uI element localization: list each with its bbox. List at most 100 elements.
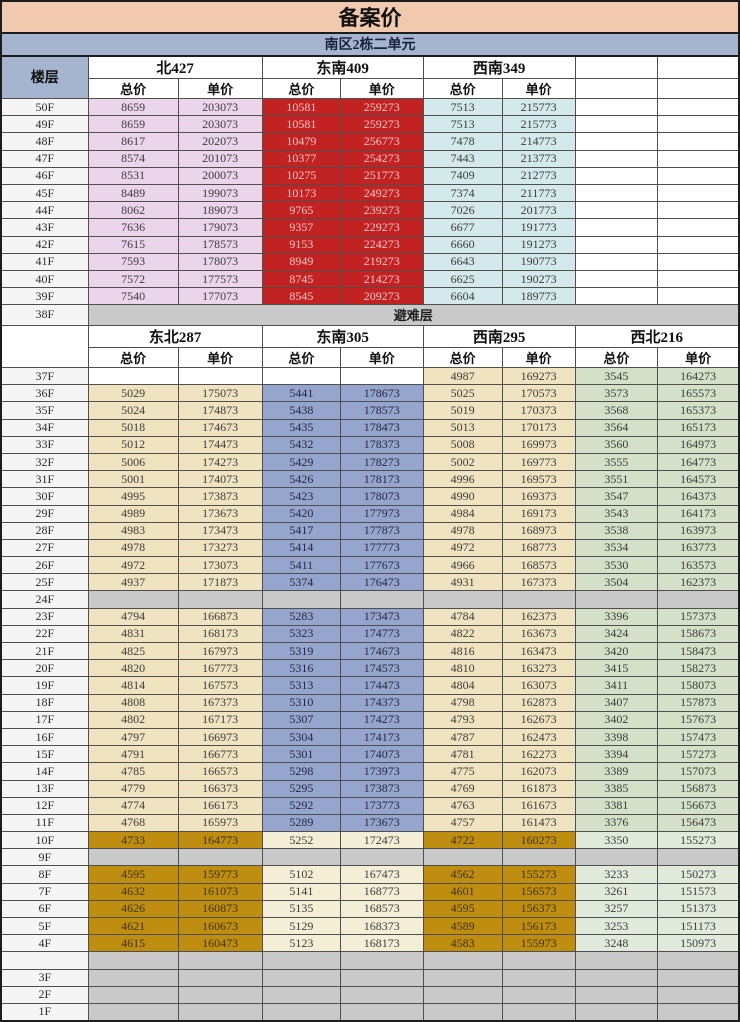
- price-cell: 3233: [574, 865, 659, 884]
- floor-row: 1F: [0, 1002, 740, 1022]
- price-cell: 8617: [87, 132, 179, 151]
- price-cell: 7636: [87, 218, 179, 237]
- price-cell: 214273: [339, 269, 424, 289]
- price-cell: [261, 951, 341, 970]
- price-cell: 5411: [261, 556, 341, 575]
- price-cell: 163973: [657, 521, 740, 540]
- price-cell: [422, 1002, 503, 1022]
- floor-label: 26F: [0, 556, 89, 575]
- price-cell: 5313: [261, 676, 341, 695]
- price-cell: 3534: [574, 538, 659, 558]
- price-cell: 4816: [422, 642, 503, 661]
- price-cell: 177973: [339, 504, 424, 523]
- price-cell: [87, 590, 179, 609]
- price-cell: 191773: [501, 218, 576, 237]
- price-cell: 173673: [339, 813, 424, 833]
- unit-price-header: 单价: [177, 346, 263, 369]
- price-cell: 4978: [87, 538, 179, 558]
- price-cell: 3376: [574, 813, 659, 833]
- price-cell: 4626: [87, 899, 179, 919]
- price-cell: 157873: [657, 693, 740, 712]
- floor-row: 36F 5029 175073 5441 178673 5025 170573 3573 165…: [0, 384, 740, 403]
- floor-row: 4F 4615 160473 5123 168173 4583 155973 3248 1509…: [0, 934, 740, 953]
- price-cell: 5429: [261, 452, 341, 472]
- price-cell: 166973: [177, 727, 263, 747]
- price-cell: 175073: [177, 384, 263, 403]
- price-cell: 164273: [657, 367, 740, 386]
- price-cell: [422, 985, 503, 1004]
- floor-label: 48F: [0, 132, 89, 151]
- floor-label: 32F: [0, 452, 89, 472]
- floor-label: 18F: [0, 693, 89, 712]
- price-cell: 4781: [422, 745, 503, 764]
- price-cell: [177, 367, 263, 386]
- floor-row: 25F 4937 171873 5374 176473 4931 167373 3504 162…: [0, 573, 740, 592]
- price-cell: [657, 115, 740, 134]
- price-cell: 162273: [501, 745, 576, 764]
- sub-header-row: 总价 单价 总价 单价 总价 单价 总价 单价: [1, 346, 740, 369]
- price-cell: 8531: [87, 166, 179, 186]
- price-cell: [87, 985, 179, 1004]
- unit-price-header: 单价: [657, 346, 740, 369]
- price-cell: 249273: [339, 184, 424, 203]
- price-cell: 4595: [87, 865, 179, 884]
- price-cell: 174173: [339, 727, 424, 747]
- price-cell: [422, 951, 503, 970]
- price-cell: 3396: [574, 607, 659, 626]
- price-cell: 5006: [87, 452, 179, 472]
- unit-header: 西南295: [422, 324, 576, 348]
- price-cell: 203073: [177, 98, 263, 117]
- price-cell: 5423: [261, 487, 341, 506]
- price-cell: 5432: [261, 435, 341, 454]
- floor-row: 34F 5018 174673 5435 178473 5013 170173 3564 165…: [0, 418, 740, 437]
- floor-label: 7F: [0, 882, 89, 901]
- price-cell: 5310: [261, 693, 341, 712]
- price-cell: 189773: [501, 287, 576, 306]
- price-cell: 7409: [422, 166, 503, 186]
- price-cell: 10581: [261, 115, 341, 134]
- price-cell: 170373: [501, 401, 576, 420]
- price-cell: 3394: [574, 745, 659, 764]
- price-cell: 169273: [501, 367, 576, 386]
- total-price-header: 总价: [574, 346, 659, 369]
- floor-row: 16F 4797 166973 5304 174173 4787 162473 3398 157…: [0, 727, 740, 747]
- price-cell: 5420: [261, 504, 341, 523]
- price-cell: 155273: [501, 865, 576, 884]
- floor-row: 18F 4808 167373 5310 174373 4798 162873 3407 157…: [0, 693, 740, 712]
- floor-label: 35F: [0, 401, 89, 420]
- price-cell: 4996: [422, 470, 503, 489]
- price-cell: 4802: [87, 710, 179, 729]
- price-cell: 3530: [574, 556, 659, 575]
- price-cell: [574, 985, 659, 1004]
- floor-label: 19F: [0, 676, 89, 695]
- price-cell: 7615: [87, 235, 179, 254]
- floor-row: 21F 4825 167973 5319 174673 4816 163473 3420 158…: [0, 642, 740, 661]
- price-cell: 4779: [87, 779, 179, 798]
- unit-header-row: 楼层 北427 东南409 西南349: [0, 55, 740, 100]
- price-cell: 259273: [339, 115, 424, 134]
- floor-label: 31F: [0, 470, 89, 489]
- floor-row: 10F 4733 164773 5252 172473 4722 160273 3350 155…: [0, 831, 740, 850]
- price-cell: [574, 166, 659, 186]
- total-price-header: 总价: [422, 77, 503, 100]
- floor-label: 2F: [0, 985, 89, 1004]
- price-cell: 200073: [177, 166, 263, 186]
- price-cell: 164773: [177, 831, 263, 850]
- price-cell: 4797: [87, 727, 179, 747]
- price-cell: 158073: [657, 676, 740, 695]
- price-cell: 3555: [574, 452, 659, 472]
- price-cell: 4984: [422, 504, 503, 523]
- price-cell: 166773: [177, 745, 263, 764]
- price-cell: 174473: [177, 435, 263, 454]
- floor-row: 14F 4785 166573 5298 173973 4775 162073 3389 157…: [0, 762, 740, 781]
- price-cell: 3543: [574, 504, 659, 523]
- floor-row: 24F: [0, 590, 740, 609]
- price-cell: 160873: [177, 899, 263, 919]
- floor-label: 37F: [0, 367, 89, 386]
- price-cell: 163573: [657, 556, 740, 575]
- price-cell: [339, 367, 424, 386]
- price-cell: 215773: [501, 115, 576, 134]
- price-cell: 6604: [422, 287, 503, 306]
- unit-price-header: 单价: [501, 346, 576, 369]
- price-cell: 174273: [177, 452, 263, 472]
